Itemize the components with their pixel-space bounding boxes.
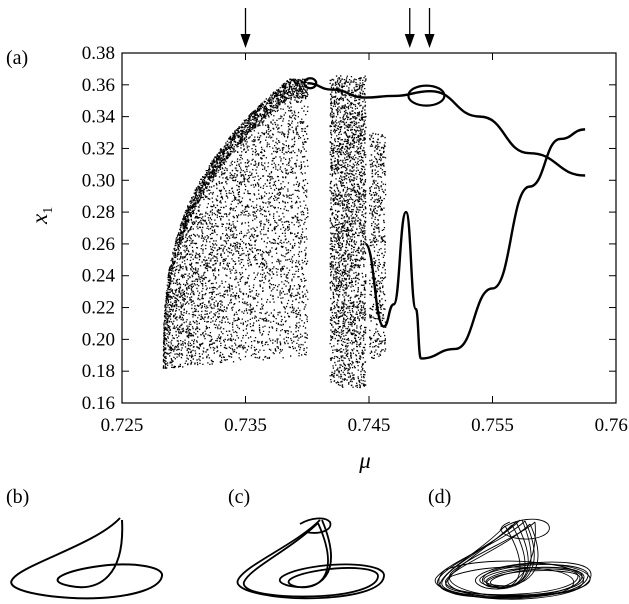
chaotic-band [162, 78, 309, 369]
marker-arrow [240, 8, 251, 48]
chaotic-band [329, 75, 367, 389]
y-tick-label: 0.20 [82, 329, 115, 350]
panel-label-d: (d) [428, 486, 451, 508]
y-tick-label: 0.22 [82, 298, 115, 319]
x-tick-label: 0.755 [471, 415, 514, 436]
panel-label-b: (b) [6, 486, 29, 508]
y-tick-label: 0.38 [82, 43, 115, 64]
y-tick-label: 0.34 [82, 107, 116, 128]
y-tick-label: 0.16 [82, 393, 115, 414]
x-tick-label: 0.765 [595, 415, 629, 436]
phase-portrait-c [236, 517, 385, 600]
x-tick-label: 0.725 [101, 415, 144, 436]
marker-arrows [240, 8, 435, 48]
plot-frame [121, 52, 617, 404]
phase-portrait-b [10, 517, 163, 600]
branch-loop [407, 84, 446, 107]
y-axis-label-main: x [27, 213, 52, 225]
x-ticks: 0.725 0.735 0.745 0.755 0.765 [101, 53, 629, 436]
y-tick-label: 0.36 [82, 75, 115, 96]
x-tick-label: 0.735 [224, 415, 267, 436]
x-axis-label: μ [358, 448, 371, 473]
panel-label-a: (a) [6, 47, 28, 69]
y-tick-label: 0.26 [82, 234, 115, 255]
marker-arrow [404, 8, 415, 48]
branch-loop [303, 77, 318, 90]
y-tick-label: 0.28 [82, 202, 115, 223]
y-ticks: 0.16 0.18 0.20 0.22 0.24 0.26 0.28 0.30 0.32 0.34… [82, 43, 616, 414]
periodic-branches [303, 77, 586, 360]
y-tick-label: 0.24 [82, 266, 116, 287]
branch-upper [307, 82, 586, 177]
y-tick-label: 0.32 [82, 138, 115, 159]
y-tick-label: 0.30 [82, 170, 115, 191]
y-axis-label-sub: 1 [41, 207, 56, 214]
branch-inner [364, 210, 423, 360]
panel-label-c: (c) [228, 486, 250, 508]
marker-arrow [424, 8, 435, 48]
chaotic-band [369, 132, 387, 359]
bifurcation-points [162, 75, 387, 389]
x-tick-label: 0.745 [348, 415, 391, 436]
y-axis-label: x1 [27, 207, 56, 225]
y-tick-label: 0.18 [82, 361, 115, 382]
branch-lower [420, 128, 586, 360]
phase-portrait-d [434, 518, 592, 600]
